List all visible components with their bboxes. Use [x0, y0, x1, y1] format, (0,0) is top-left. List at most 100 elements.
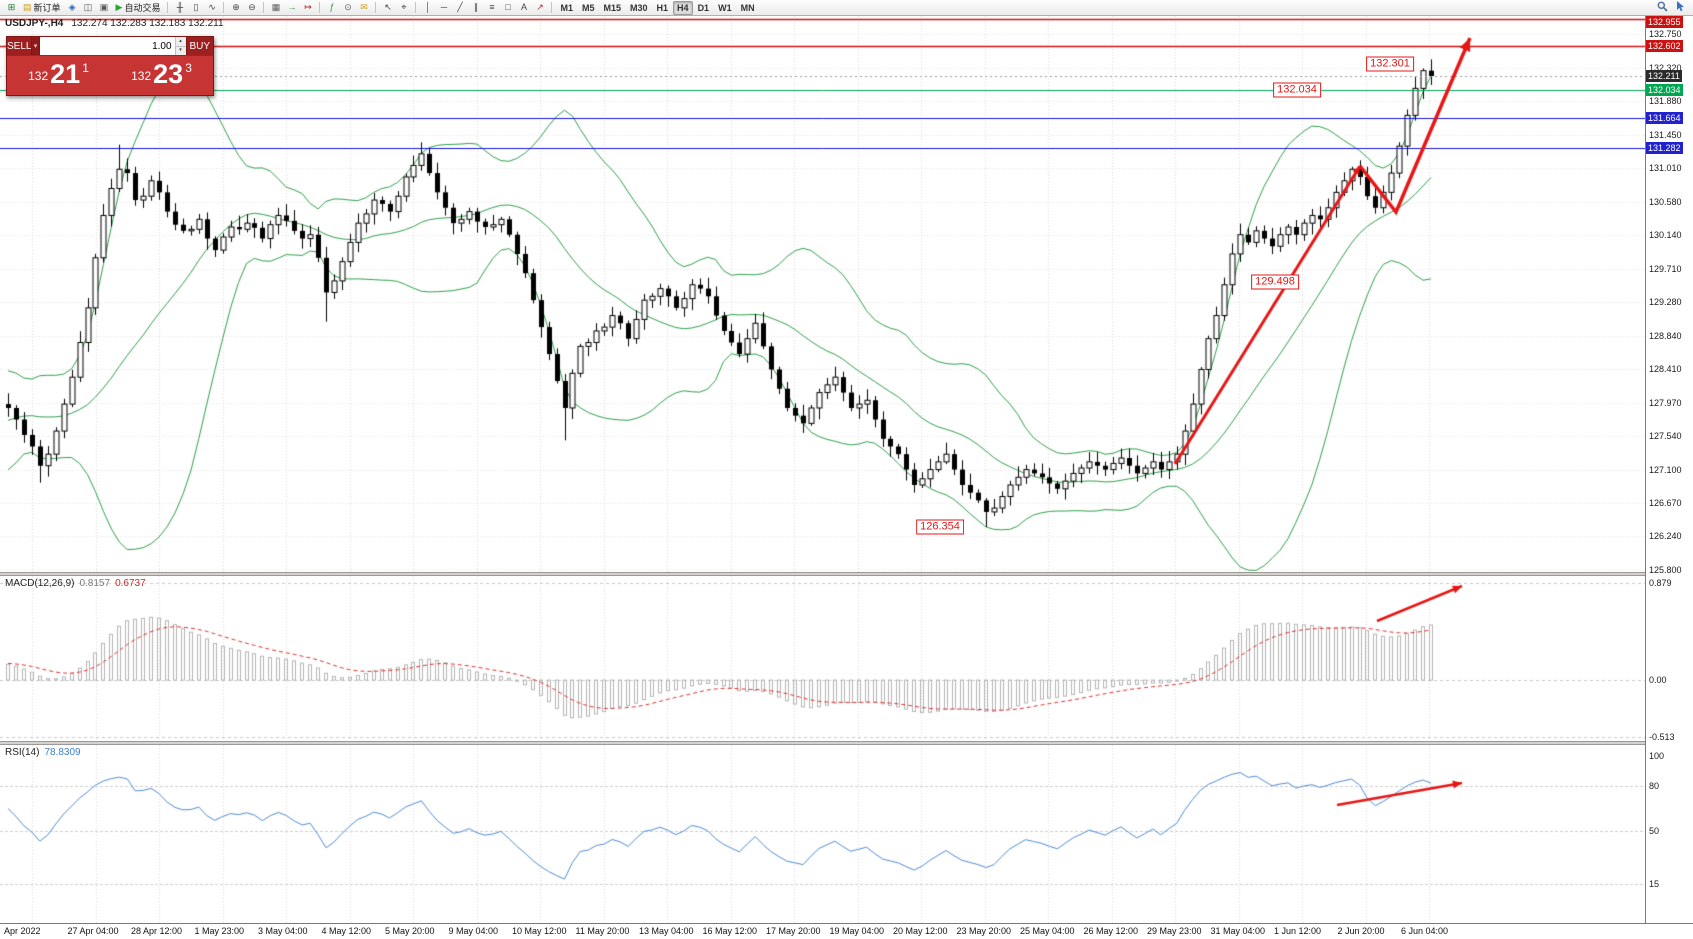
sell-button[interactable]: SELL	[7, 37, 32, 55]
time-label: 4 May 12:00	[321, 926, 372, 936]
price-axis[interactable]: 132.750 132.320 131.880 131.450 131.010 130.5…	[1645, 16, 1693, 923]
templates-button[interactable]: ✉	[356, 1, 371, 15]
candlestick-chart-button[interactable]: ▯	[188, 1, 203, 15]
time-label: 28 Apr 12:00	[131, 926, 183, 936]
time-label: 13 May 04:00	[639, 926, 694, 936]
crosshair-button[interactable]: ⌖	[396, 1, 411, 15]
data-window-button[interactable]: ◫	[81, 1, 96, 15]
zoom-out-button[interactable]: ⊖	[244, 1, 259, 15]
price-axis-label: 131.880	[1649, 96, 1682, 107]
auto-trading-button[interactable]: ▶ 自动交易	[113, 1, 164, 15]
sell-price-sup: 1	[82, 61, 89, 75]
price-annotation[interactable]: 132.034	[1273, 82, 1321, 98]
templates-icon: ✉	[360, 2, 368, 12]
periods-button[interactable]: ⊙	[340, 1, 355, 15]
timeframe-w1-button[interactable]: W1	[718, 2, 732, 13]
vertical-line-button[interactable]: │	[420, 1, 435, 15]
time-axis[interactable]: Apr 2022 27 Apr 04:00 28 Apr 12:00 1 May 23…	[0, 923, 1693, 939]
zoom-out-icon: ⊖	[248, 2, 256, 12]
timeframe-m1-button[interactable]: M1	[560, 2, 573, 13]
arrows-button[interactable]: ↗	[532, 1, 547, 15]
tile-windows-button[interactable]: ▦	[268, 1, 283, 15]
volume-decrease-button[interactable]: ▾	[175, 45, 186, 55]
rsi-axis-label: 80	[1649, 780, 1660, 791]
chart-shift-button[interactable]: ↦	[300, 1, 315, 15]
time-label: Apr 2022	[4, 926, 41, 936]
timeframe-m15-button[interactable]: M15	[603, 2, 622, 13]
shapes-icon: □	[505, 2, 511, 12]
line-chart-button[interactable]: ∿	[204, 1, 219, 15]
ohlc-values: 132.274 132.283 132.183 132.211	[71, 18, 224, 29]
vertical-line-icon: │	[425, 2, 431, 12]
price-axis-label: 125.800	[1649, 564, 1682, 575]
toolbar-separator	[167, 2, 169, 13]
cursor-icon: ↖	[384, 2, 392, 12]
macd-axis-label: 0.00	[1649, 675, 1667, 686]
time-label: 9 May 04:00	[448, 926, 499, 936]
toolbar-separator	[415, 2, 417, 13]
macd-main-value: 0.8157	[79, 578, 111, 589]
pointer-button[interactable]	[1672, 1, 1689, 15]
channel-button[interactable]: ∥	[468, 1, 483, 15]
new-chart-button[interactable]: ⊞	[4, 1, 19, 15]
timeframe-m30-button[interactable]: M30	[630, 2, 648, 13]
market-watch-button[interactable]: ◈	[65, 1, 80, 15]
new-order-icon: ▤	[23, 2, 32, 12]
rsi-panel-canvas[interactable]	[0, 745, 1645, 923]
indicators-button[interactable]: ƒ	[324, 1, 339, 15]
line-chart-icon: ∿	[208, 2, 216, 12]
horizontal-line-button[interactable]: ─	[436, 1, 451, 15]
panel-separator-macd[interactable]	[0, 572, 1693, 576]
sell-price[interactable]: 132 21 1	[7, 56, 110, 95]
timeframe-m5-button[interactable]: M5	[581, 2, 595, 13]
horizontal-line-icon: ─	[440, 2, 448, 12]
data-window-icon: ◫	[83, 2, 93, 12]
fibonacci-button[interactable]: ≡	[484, 1, 499, 15]
new-chart-icon: ⊞	[7, 2, 16, 12]
timeframe-mn-button[interactable]: MN	[740, 2, 755, 13]
shapes-button[interactable]: □	[500, 1, 515, 15]
trendline-button[interactable]: ╱	[452, 1, 467, 15]
tile-windows-icon: ▦	[271, 2, 281, 12]
toolbar-separator	[551, 2, 553, 13]
candlestick-chart-icon: ▯	[193, 2, 199, 12]
volume-increase-button[interactable]: ▴	[175, 37, 186, 46]
macd-signal-value: 0.6737	[115, 578, 146, 589]
zoom-in-button[interactable]: ⊕	[228, 1, 243, 15]
auto-scroll-button[interactable]: →	[284, 1, 299, 15]
volume-input[interactable]	[39, 37, 175, 55]
macd-panel-canvas[interactable]	[0, 576, 1645, 741]
chart-shift-icon: ↦	[304, 2, 312, 12]
timeframe-d1-button[interactable]: D1	[697, 2, 710, 13]
new-order-button-label: 新订单	[33, 3, 61, 13]
buy-price[interactable]: 132 23 3	[110, 56, 213, 95]
sell-dropdown-icon[interactable]: ▾	[31, 37, 39, 55]
macd-axis-label: -0.513	[1649, 731, 1675, 742]
search-button[interactable]	[1654, 1, 1671, 15]
pointer-icon	[1675, 1, 1686, 14]
price-annotation[interactable]: 126.354	[916, 519, 964, 535]
time-label: 5 May 20:00	[385, 926, 435, 936]
timeframe-h4-button[interactable]: H4	[673, 0, 693, 15]
bar-chart-button[interactable]: ╫	[172, 1, 187, 15]
timeframe-h1-button[interactable]: H1	[656, 2, 669, 13]
navigator-button[interactable]: ▣	[97, 1, 112, 15]
price-badge: 131.282	[1646, 141, 1683, 154]
symbol-period-label: USDJPY-,H4	[5, 18, 64, 29]
channel-icon: ∥	[473, 2, 479, 12]
buy-button[interactable]: BUY	[186, 37, 213, 55]
indicators-icon: ƒ	[329, 2, 335, 12]
time-label: 1 Jun 12:00	[1274, 926, 1322, 936]
cursor-button[interactable]: ↖	[380, 1, 395, 15]
price-annotation[interactable]: 129.498	[1251, 274, 1299, 290]
price-chart-canvas[interactable]	[0, 16, 1645, 572]
new-order-button[interactable]: ▤ 新订单	[20, 1, 64, 15]
panel-separator-rsi[interactable]	[0, 741, 1693, 745]
sell-price-big: 21	[50, 59, 81, 89]
price-annotation[interactable]: 132.301	[1366, 56, 1414, 72]
price-axis-label: 128.410	[1649, 363, 1682, 374]
time-label: 25 May 04:00	[1020, 926, 1075, 936]
text-button[interactable]: A	[516, 1, 531, 15]
main-toolbar: ⊞ ▤ 新订单 ◈ ◫ ▣ ▶ 自动交易 ╫ ▯ ∿ ⊕ ⊖ ▦ → ↦ ƒ ⊙ ✉ ↖ ⌖ │ ─ ╱ ∥ ≡ □ A ↗ M1 M5 M1…	[0, 0, 1693, 16]
rsi-indicator-header: RSI(14) 78.8309	[5, 747, 81, 758]
